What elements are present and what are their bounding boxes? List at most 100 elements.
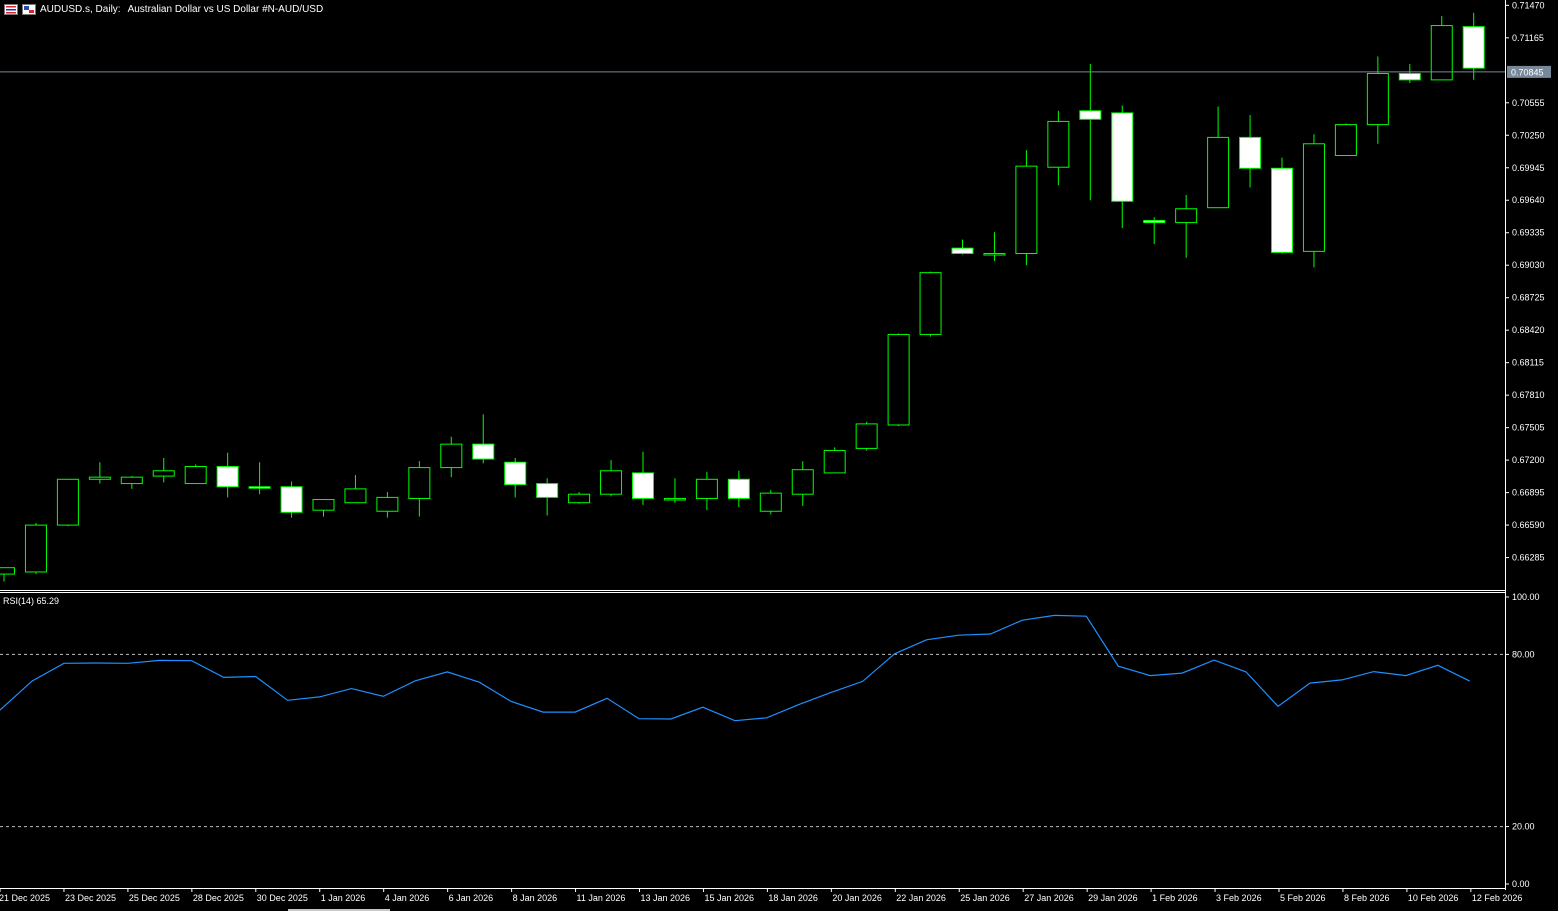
scroll-marker[interactable] xyxy=(288,909,390,911)
candle xyxy=(663,478,686,503)
candle-body xyxy=(983,252,1006,256)
price-tick-label: 0.69335 xyxy=(1512,228,1545,238)
candle-body xyxy=(1015,165,1038,254)
price-tick-label: 0.66895 xyxy=(1512,488,1545,498)
candle-body xyxy=(759,492,782,512)
time-tick-label: 4 Jan 2026 xyxy=(385,893,430,903)
price-tick-label: 0.68115 xyxy=(1512,358,1544,368)
candle-body xyxy=(1047,120,1070,168)
candle-body xyxy=(152,470,175,477)
candle xyxy=(951,239,974,255)
candle-body xyxy=(1462,26,1485,69)
candle xyxy=(791,461,814,506)
candle xyxy=(1239,115,1262,188)
time-tick-label: 5 Feb 2026 xyxy=(1280,893,1326,903)
candle-body xyxy=(855,423,878,449)
candle-body xyxy=(24,524,47,573)
candle xyxy=(727,470,750,507)
candle xyxy=(0,567,15,582)
candle xyxy=(472,414,495,464)
candle xyxy=(88,462,111,484)
price-tick-label: 0.67505 xyxy=(1512,423,1545,433)
candle xyxy=(440,436,463,478)
candle xyxy=(1047,110,1070,186)
price-tick-label: 0.71470 xyxy=(1512,0,1545,10)
price-tick-label: 0.71165 xyxy=(1512,33,1544,43)
rsi-label: RSI(14) 65.29 xyxy=(3,596,60,606)
candle-body xyxy=(1430,25,1453,81)
price-tick-label: 0.69640 xyxy=(1512,195,1545,205)
price-tick-label: 0.69030 xyxy=(1512,260,1545,270)
candle-body xyxy=(600,470,623,495)
symbol-icon[interactable] xyxy=(22,3,36,15)
rsi-tick-label: 100.00 xyxy=(1512,592,1540,602)
time-tick-label: 25 Jan 2026 xyxy=(960,893,1010,903)
candle-body xyxy=(1302,143,1325,252)
time-tick-label: 10 Feb 2026 xyxy=(1408,893,1459,903)
candle-body xyxy=(1207,136,1230,209)
candle-body xyxy=(823,450,846,474)
candle-body xyxy=(1271,167,1293,253)
time-tick-label: 12 Feb 2026 xyxy=(1472,893,1523,903)
candle-body xyxy=(695,478,718,499)
candle-body xyxy=(376,496,399,512)
candle-body xyxy=(919,272,942,335)
candle-body xyxy=(536,483,559,498)
time-tick-label: 13 Jan 2026 xyxy=(641,893,691,903)
candle-body xyxy=(568,493,591,504)
candle-body xyxy=(1398,72,1421,81)
chart-menu-icon[interactable] xyxy=(4,3,18,15)
candle-body xyxy=(472,443,495,460)
candle-body xyxy=(88,476,111,480)
time-tick-label: 20 Jan 2026 xyxy=(832,893,882,903)
time-tick-label: 21 Dec 2025 xyxy=(0,893,50,903)
candle xyxy=(1207,106,1230,209)
candle xyxy=(1302,134,1325,268)
candle-body xyxy=(887,333,910,426)
price-tick-label: 0.66590 xyxy=(1512,520,1545,530)
candle-body xyxy=(1334,124,1357,157)
time-tick-label: 8 Jan 2026 xyxy=(513,893,558,903)
time-tick-label: 23 Dec 2025 xyxy=(65,893,116,903)
price-tick-label: 0.70555 xyxy=(1512,98,1545,108)
candle-body xyxy=(408,467,431,499)
candle-body xyxy=(1143,219,1166,224)
candle xyxy=(1398,63,1421,84)
candle-body xyxy=(1175,208,1198,224)
candle xyxy=(216,452,239,498)
rsi-tick-label: 0.00 xyxy=(1512,879,1530,889)
candle xyxy=(1271,157,1293,254)
rsi-tick-label: 80.00 xyxy=(1512,649,1535,659)
time-tick-label: 29 Jan 2026 xyxy=(1088,893,1138,903)
candle-body xyxy=(216,466,239,488)
candle xyxy=(600,460,623,497)
candle-body xyxy=(791,469,814,495)
candle-body xyxy=(632,472,654,499)
candle xyxy=(1175,194,1198,258)
candle-body xyxy=(1239,136,1262,169)
price-tick-label: 0.69945 xyxy=(1512,163,1545,173)
chart-header: AUDUSD.s, Daily: Australian Dollar vs US… xyxy=(4,2,323,16)
time-tick-label: 18 Jan 2026 xyxy=(768,893,818,903)
candle-body xyxy=(0,567,15,575)
price-tick-label: 0.70250 xyxy=(1512,130,1545,140)
candle-body xyxy=(663,497,686,501)
candle-body xyxy=(1366,72,1389,126)
candle xyxy=(280,481,303,518)
candle xyxy=(312,499,335,517)
candle xyxy=(504,457,527,498)
candle xyxy=(632,451,654,505)
candle xyxy=(983,232,1006,261)
candle xyxy=(568,492,591,504)
time-tick-label: 30 Dec 2025 xyxy=(257,893,308,903)
candle xyxy=(823,447,846,474)
time-tick-label: 27 Jan 2026 xyxy=(1024,893,1074,903)
candle xyxy=(1462,12,1485,80)
time-tick-label: 1 Feb 2026 xyxy=(1152,893,1198,903)
candle-body xyxy=(1079,110,1102,120)
time-tick-label: 8 Feb 2026 xyxy=(1344,893,1390,903)
candle-body xyxy=(120,476,143,485)
candle xyxy=(56,478,79,527)
price-tick-label: 0.68725 xyxy=(1512,293,1545,303)
candle xyxy=(1111,105,1134,228)
